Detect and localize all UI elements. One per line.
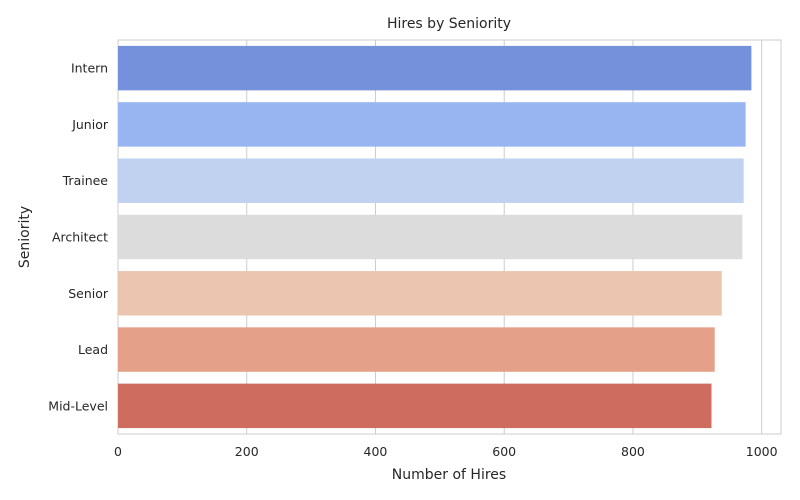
y-tick-label: Junior xyxy=(71,117,109,132)
bar-trainee xyxy=(118,158,744,203)
y-tick-label: Lead xyxy=(78,342,108,357)
x-tick-label: 800 xyxy=(621,444,645,459)
bar-junior xyxy=(118,102,746,147)
y-axis-label: Seniority xyxy=(17,206,33,268)
x-axis-label: Number of Hires xyxy=(392,467,506,483)
bar-architect xyxy=(118,214,743,260)
bar-intern xyxy=(118,45,752,91)
y-tick-label: Architect xyxy=(52,230,108,245)
y-tick-label: Senior xyxy=(68,286,109,301)
bars xyxy=(118,45,752,429)
y-tick-label: Trainee xyxy=(62,173,109,188)
bar-lead xyxy=(118,327,715,372)
x-tick-labels: 0 200 400 600 800 1000 xyxy=(114,444,778,459)
y-tick-label: Intern xyxy=(71,61,108,76)
x-tick-label: 600 xyxy=(492,444,516,459)
y-tick-label: Mid-Level xyxy=(48,398,108,413)
x-tick-label: 400 xyxy=(364,444,388,459)
x-tick-label: 200 xyxy=(235,444,259,459)
x-tick-label: 0 xyxy=(114,444,122,459)
x-tick-label: 1000 xyxy=(746,444,778,459)
y-tick-labels: Intern Junior Trainee Architect Senior Lead Mi… xyxy=(48,61,109,414)
chart-title: Hires by Seniority xyxy=(387,16,511,32)
bar-mid-level xyxy=(118,383,712,429)
bar-senior xyxy=(118,271,722,316)
